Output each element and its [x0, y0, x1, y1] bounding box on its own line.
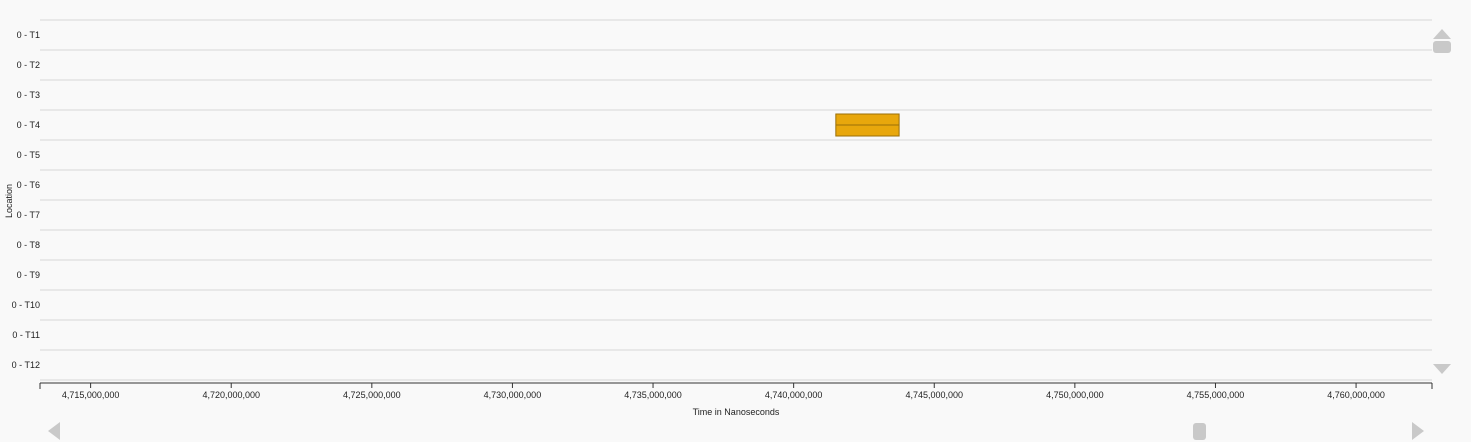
x-tick-label: 4,750,000,000 [1046, 390, 1104, 400]
x-axis: 4,715,000,000 4,720,000,000 4,725,000,000 4… [39, 382, 1433, 400]
x-tick-label: 4,755,000,000 [1187, 390, 1245, 400]
x-tick-label: 4,725,000,000 [343, 390, 401, 400]
grid-lines [40, 19, 1432, 381]
scroll-left-icon[interactable] [48, 422, 60, 440]
row-label: 0 - T8 [17, 240, 40, 250]
x-tick-label: 4,760,000,000 [1327, 390, 1385, 400]
row-label: 0 - T1 [17, 30, 40, 40]
x-axis-title: Time in Nanoseconds [693, 407, 780, 417]
row-label: 0 - T11 [12, 330, 40, 340]
x-tick-label: 4,745,000,000 [905, 390, 963, 400]
row-label: 0 - T2 [17, 60, 40, 70]
x-tick-label: 4,735,000,000 [624, 390, 682, 400]
row-labels: 0 - T1 0 - T2 0 - T3 0 - T4 0 - T5 0 - T6 0 - … [12, 30, 40, 370]
scroll-right-icon[interactable] [1412, 422, 1424, 440]
scroll-down-icon[interactable] [1433, 364, 1451, 374]
row-label: 0 - T12 [12, 360, 40, 370]
bars [835, 113, 900, 137]
row-label: 0 - T5 [17, 150, 40, 160]
row-label: 0 - T9 [17, 270, 40, 280]
row-label: 0 - T4 [17, 120, 40, 130]
y-axis-title: Location [4, 184, 14, 218]
row-label: 0 - T10 [12, 300, 40, 310]
x-tick-label: 4,715,000,000 [62, 390, 120, 400]
scroll-up-icon[interactable] [1433, 29, 1451, 39]
x-tick-label: 4,730,000,000 [484, 390, 542, 400]
horizontal-scroll-thumb[interactable] [1193, 423, 1206, 440]
row-label: 0 - T6 [17, 180, 40, 190]
x-tick-label: 4,720,000,000 [202, 390, 260, 400]
row-label: 0 - T7 [17, 210, 40, 220]
x-tick-label: 4,740,000,000 [765, 390, 823, 400]
vertical-scroll-thumb[interactable] [1433, 41, 1451, 53]
row-label: 0 - T3 [17, 90, 40, 100]
